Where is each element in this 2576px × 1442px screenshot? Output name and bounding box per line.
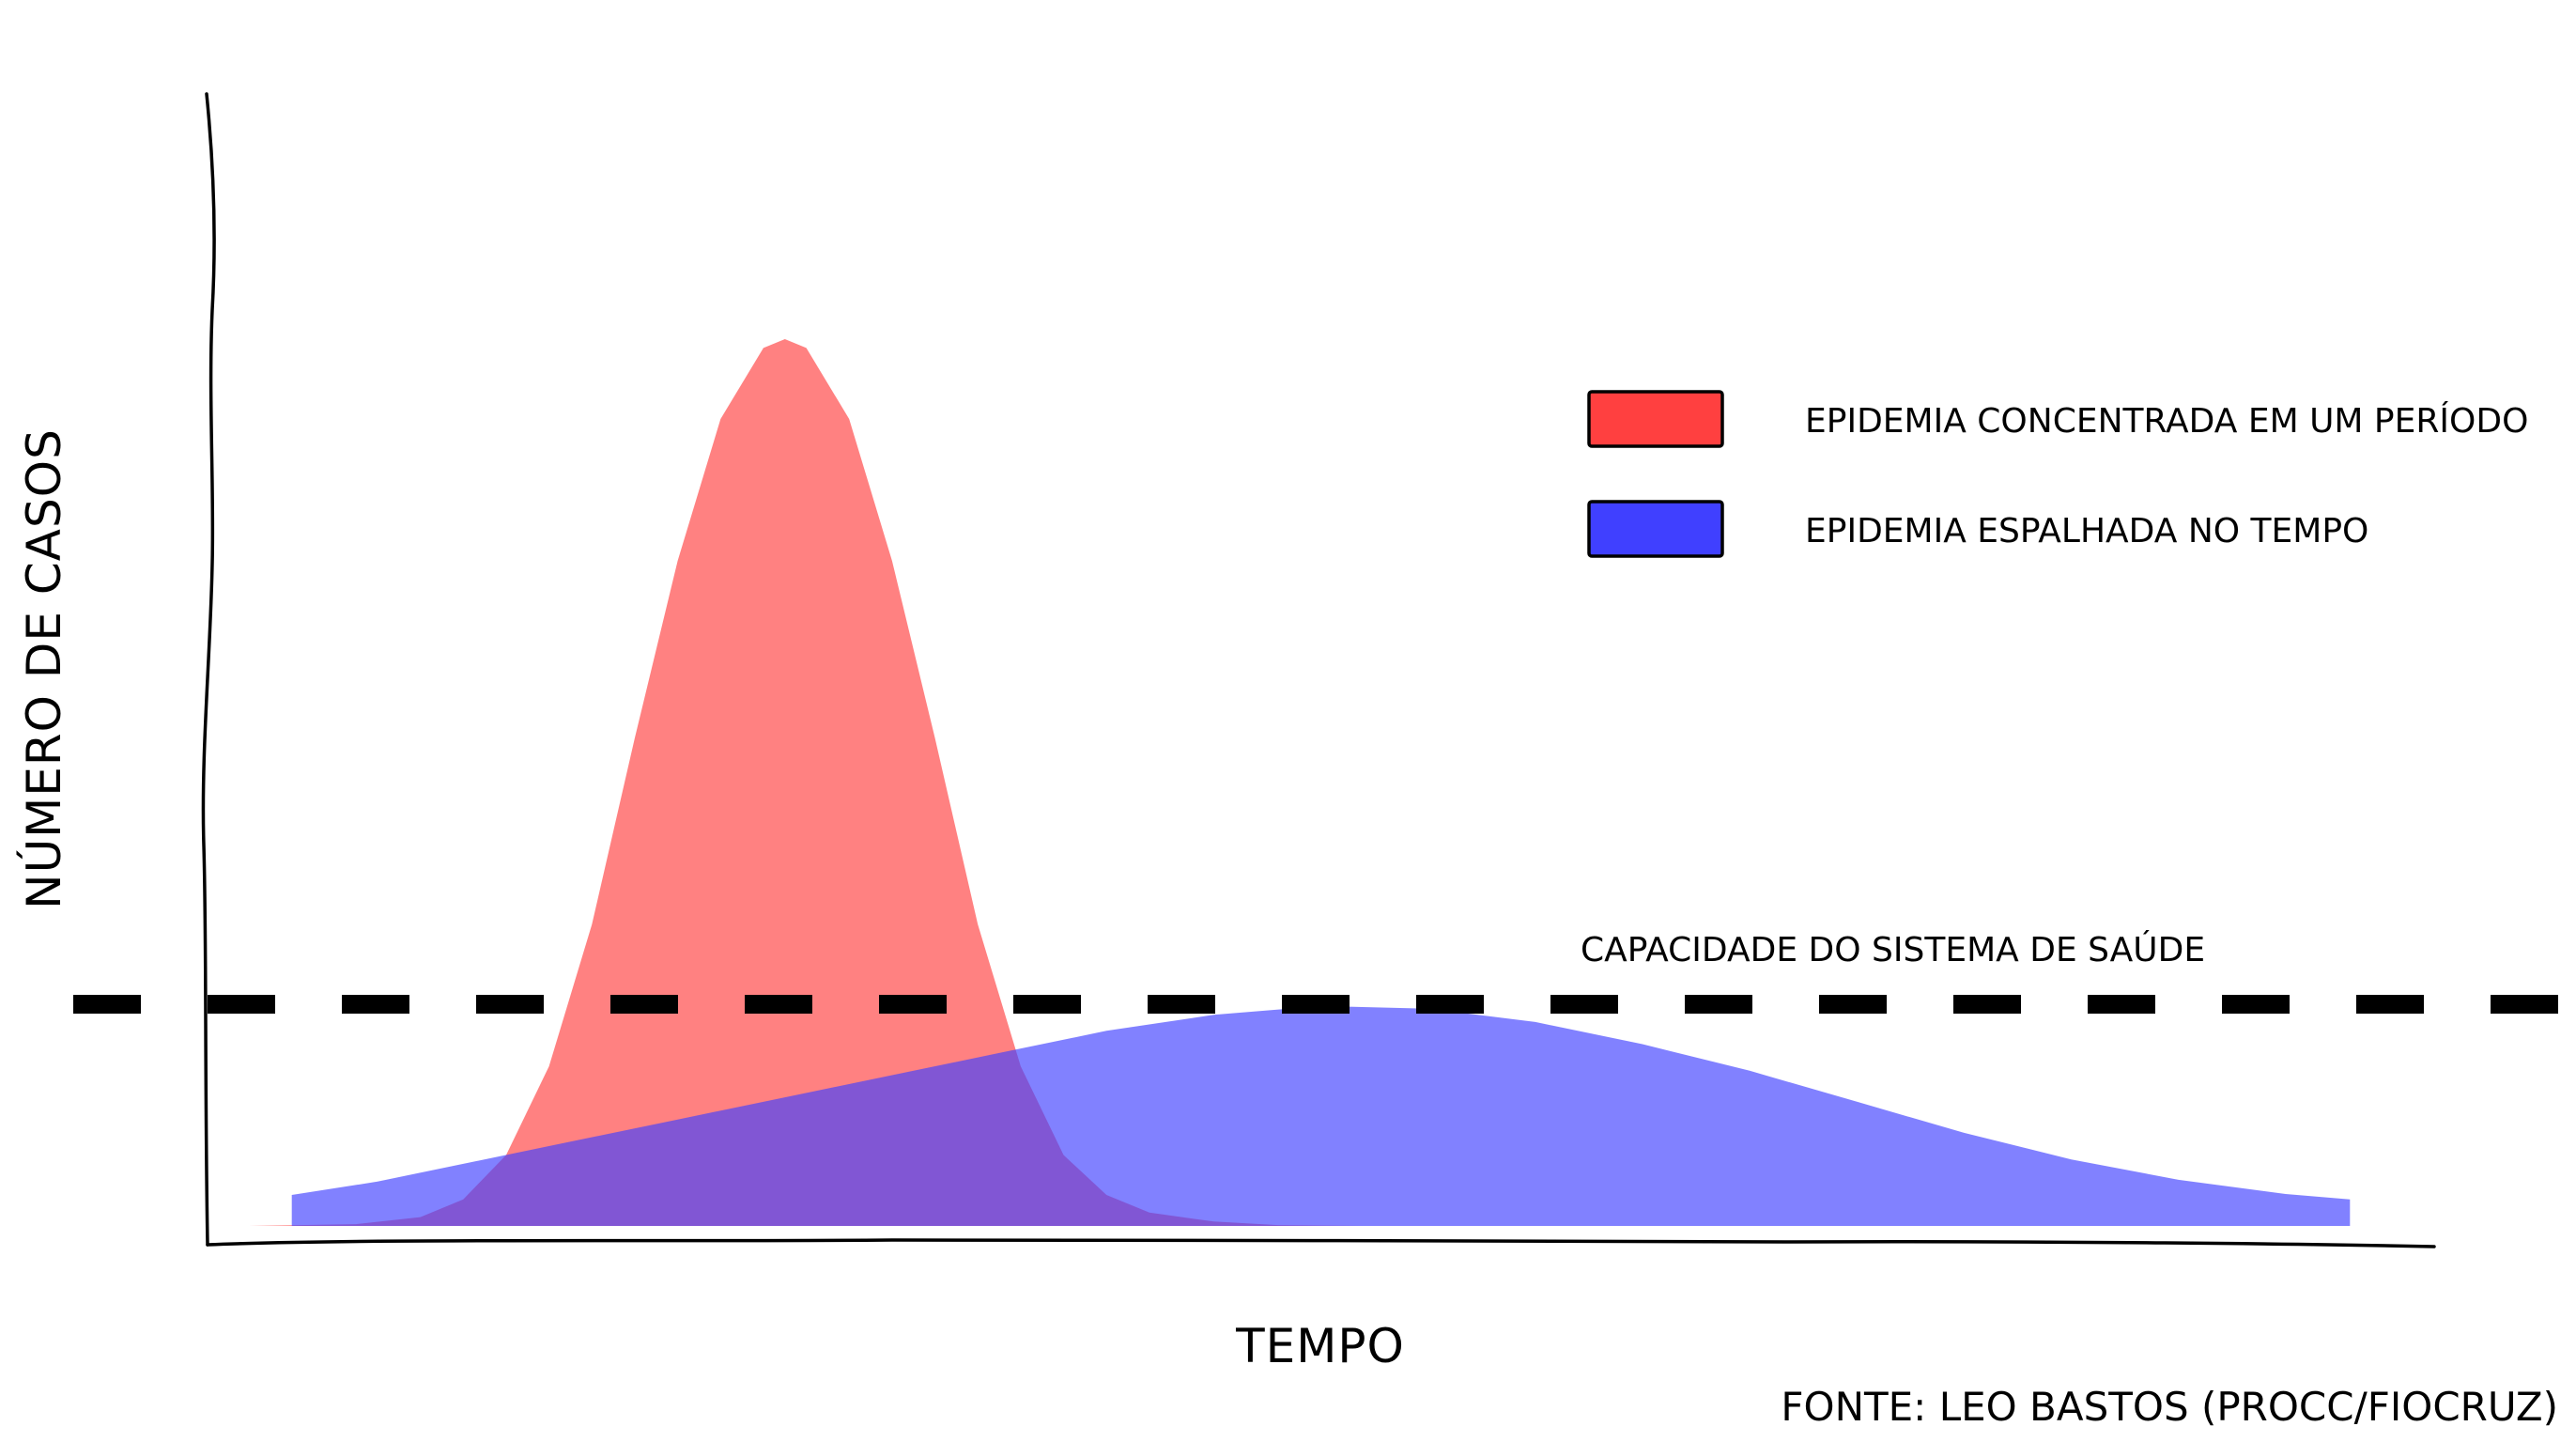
series-areas bbox=[249, 339, 2393, 1226]
y-axis-line bbox=[201, 92, 216, 1247]
legend-label-spread: EPIDEMIA ESPALHADA NO TEMPO bbox=[1805, 512, 2368, 550]
source-note: FONTE: LEO BASTOS (PROCC/FIOCRUZ) bbox=[1781, 1384, 2558, 1430]
x-axis-title: TEMPO bbox=[1235, 1319, 1405, 1373]
legend-swatch-spread bbox=[1587, 500, 1724, 558]
legend-label-concentrated: EPIDEMIA CONCENTRADA EM UM PERÍODO bbox=[1805, 401, 2528, 441]
threshold-label: CAPACIDADE DO SISTEMA DE SAÚDE bbox=[1581, 930, 2205, 969]
legend-swatch-concentrated bbox=[1587, 390, 1724, 448]
area-spread-epidemic bbox=[291, 1005, 2351, 1226]
y-axis-title: NÚMERO DE CASOS bbox=[16, 428, 71, 909]
x-axis-line bbox=[206, 1237, 2436, 1248]
legend: EPIDEMIA CONCENTRADA EM UM PERÍODO EPIDE… bbox=[1587, 390, 2528, 558]
